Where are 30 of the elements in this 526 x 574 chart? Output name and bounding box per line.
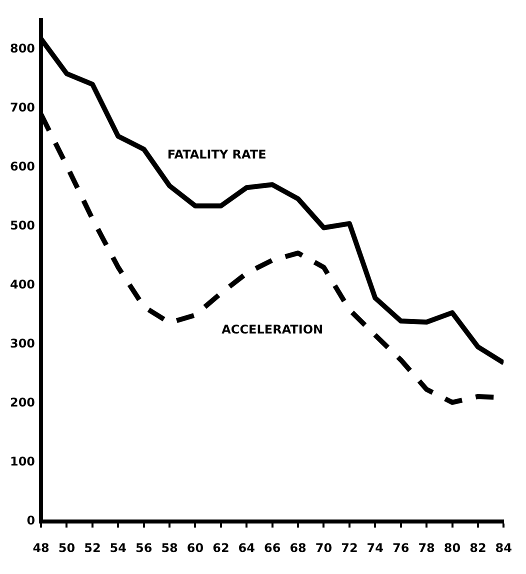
x-tick-label: 66: [264, 540, 281, 555]
y-tick-label: 0: [26, 514, 36, 528]
y-tick-label: 600: [10, 160, 36, 174]
x-tick-label: 80: [444, 540, 461, 555]
x-tick-label: 48: [32, 540, 50, 555]
x-tick-label: 76: [392, 540, 410, 555]
x-tick-label: 62: [212, 540, 230, 555]
x-tick-label: 78: [418, 540, 435, 555]
x-tick-label: 60: [186, 540, 204, 555]
y-tick-label: 700: [10, 100, 36, 115]
series-label: ACCELERATION: [222, 322, 324, 336]
x-tick-label: 54: [110, 540, 126, 555]
x-tick-label: 52: [84, 540, 101, 555]
x-tick-label: 74: [366, 540, 384, 555]
y-tick-label: 800: [10, 42, 36, 56]
series-label: FATALITY RATE: [167, 148, 266, 162]
x-tick-label: 72: [341, 540, 358, 555]
x-tick-label: 58: [161, 540, 178, 555]
y-tick-label: 100: [10, 454, 36, 469]
y-tick-label: 200: [10, 396, 36, 410]
x-tick-label: 56: [136, 540, 152, 555]
x-tick-label: 68: [290, 540, 306, 555]
x-tick-label: 82: [470, 540, 486, 555]
x-tick-label: 64: [238, 540, 255, 555]
x-tick-label: 50: [58, 540, 76, 555]
y-tick-label: 300: [10, 336, 36, 351]
y-tick-label: 400: [10, 278, 36, 292]
x-tick-label: 70: [315, 540, 332, 555]
x-tick-label: 84: [495, 540, 512, 555]
y-tick-label: 500: [10, 218, 36, 233]
